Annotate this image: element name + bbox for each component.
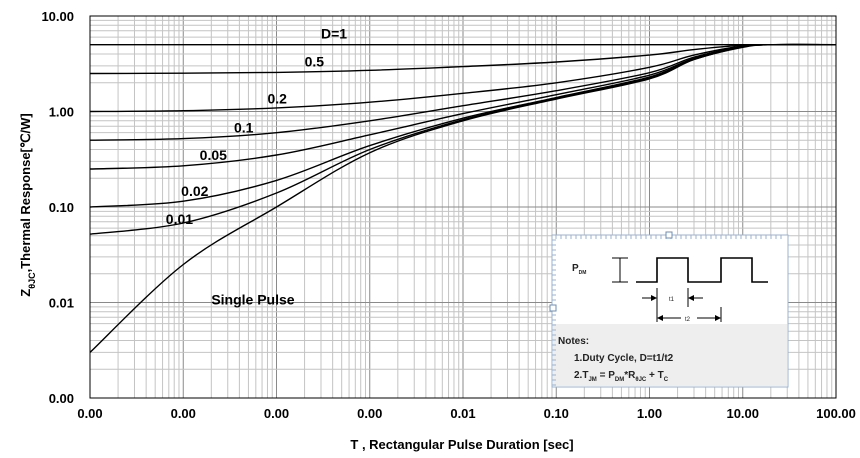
y-tick-labels: 0.00 0.01 0.10 1.00 10.00 xyxy=(41,9,74,406)
x-tick-label: 100.00 xyxy=(816,406,856,421)
y-tick-label: 0.10 xyxy=(49,200,74,215)
x-tick-label: 1.00 xyxy=(637,406,662,421)
x-tick-label: 0.00 xyxy=(264,406,289,421)
curve-label: 0.01 xyxy=(166,211,193,227)
y-tick-label: 0.01 xyxy=(49,296,74,311)
y-tick-label: 10.00 xyxy=(41,9,74,24)
x-tick-label: 0.00 xyxy=(171,406,196,421)
note-tjm-formula: 2.TJM = PDM*RθJC + TC xyxy=(574,370,669,383)
duty-cycle-inset: PDM t1 t2 Notes: 1.Duty Cycle, D=t1/t2 xyxy=(549,231,789,388)
y-axis-title: ZθJC,Thermal Response[℃/W] xyxy=(18,113,37,296)
t2-label: t2 xyxy=(685,317,691,323)
curve-labels: D=1 0.5 0.2 0.1 0.05 0.02 0.01 Single Pulse xyxy=(166,26,347,308)
y-tick-label: 0.00 xyxy=(49,391,74,406)
curve-label: 0.02 xyxy=(181,183,208,199)
t1-marker xyxy=(642,288,703,307)
pdm-height-marker xyxy=(612,257,628,283)
x-tick-label: 0.10 xyxy=(544,406,569,421)
curve-label: 0.1 xyxy=(234,120,254,136)
pdm-label: PDM xyxy=(572,263,586,276)
t1-label: t1 xyxy=(669,297,675,303)
x-tick-label: 0.01 xyxy=(450,406,475,421)
pulse-waveform xyxy=(636,257,768,283)
x-tick-label: 10.00 xyxy=(726,406,759,421)
y-tick-label: 1.00 xyxy=(49,105,74,120)
curves xyxy=(89,43,837,353)
notes-title: Notes: xyxy=(558,336,589,347)
curve-label: D=1 xyxy=(321,26,347,42)
note-duty-cycle: 1.Duty Cycle, D=t1/t2 xyxy=(574,353,674,364)
series-line-single-pulse xyxy=(89,43,837,353)
curve-label: 0.05 xyxy=(200,147,227,163)
x-tick-label: 0.00 xyxy=(357,406,382,421)
x-axis-title: T , Rectangular Pulse Duration [sec] xyxy=(350,437,573,452)
x-tick-label: 0.00 xyxy=(77,406,102,421)
curve-label: 0.5 xyxy=(305,54,325,70)
curve-label: Single Pulse xyxy=(211,292,294,308)
t2-marker xyxy=(656,307,722,322)
x-tick-labels: 0.00 0.00 0.00 0.00 0.01 0.10 1.00 10.00 100.00 xyxy=(77,406,856,421)
curve-label: 0.2 xyxy=(267,90,287,106)
